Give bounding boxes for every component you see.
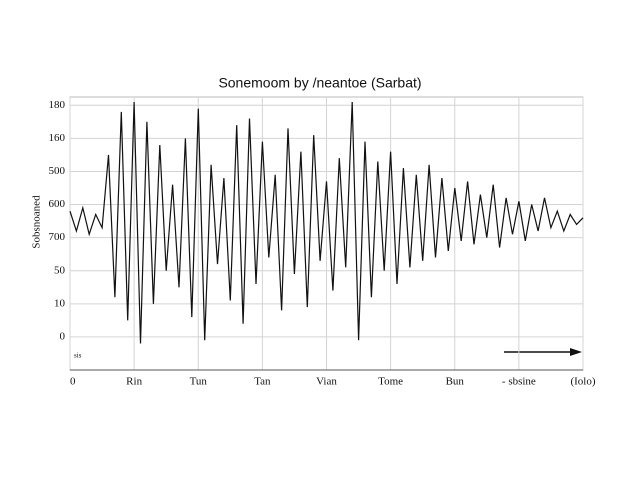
x-tick-label: Tome [378,376,403,388]
y-tick-label: 0 [60,330,66,342]
x-tick-label: Tun [190,376,208,388]
y-tick-label: 700 [49,231,66,243]
y-axis-label: Sobsnoaned [31,195,43,249]
x-tick-label: (Iolo) [570,376,595,388]
waveform-line [69,101,584,344]
x-tick-label: Bun [446,376,465,388]
x-tick-label: - sbsine [502,376,536,388]
chart-title: Sonemoom by /neantoe (Sarbat) [218,75,421,91]
x-tick-label: Vian [316,376,337,388]
y-tick-label: 160 [49,132,66,144]
y-tick-label: 600 [49,198,66,210]
arrow-head [570,348,582,356]
y-tick-label: 180 [49,99,66,111]
y-tick-label: 500 [49,165,66,177]
x-tick-label: 0 [70,376,76,388]
y-tick-label: 10 [54,297,66,309]
x-tick-label: Rin [126,376,142,388]
x-tick-label: Tan [254,376,271,388]
y-tick-label: 50 [54,264,66,276]
annotation: sis [74,352,82,360]
